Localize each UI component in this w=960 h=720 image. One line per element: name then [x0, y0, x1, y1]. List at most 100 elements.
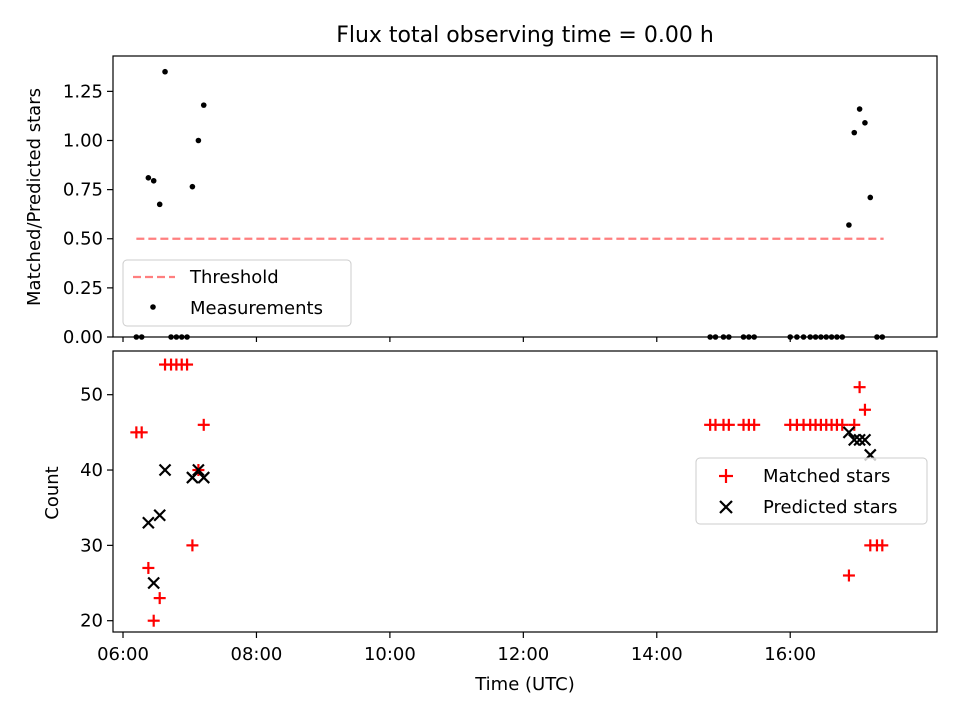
measurement-point	[178, 334, 185, 340]
measurement-point	[720, 334, 727, 340]
measurement-point	[807, 334, 814, 340]
top-y-tick-label: 0.50	[63, 229, 103, 250]
matched-star-point	[748, 418, 761, 431]
matched-star-point	[181, 358, 194, 371]
matched-star-point	[858, 403, 871, 416]
top-y-tick-label: 1.25	[63, 81, 103, 102]
measurement-point	[862, 120, 868, 126]
measurement-point	[162, 68, 168, 75]
measurement-point	[189, 183, 196, 190]
predicted-star-point	[197, 471, 211, 484]
matched-star-point	[147, 614, 160, 627]
x-tick-label: 08:00	[231, 644, 283, 665]
bottom-legend: Matched stars Predicted stars	[695, 457, 928, 525]
matched-star-point	[876, 539, 889, 552]
measurement-point	[746, 334, 752, 340]
measurement-point	[812, 334, 819, 340]
x-tick-label: 06:00	[97, 644, 149, 665]
measurement-point	[828, 334, 835, 340]
legend-matched-swatch	[719, 469, 733, 483]
measurement-point	[184, 334, 190, 340]
measurement-point	[200, 102, 207, 108]
legend-predicted-label: Predicted stars	[763, 497, 897, 518]
matched-star-point	[153, 592, 166, 605]
measurement-point	[851, 129, 858, 136]
bottom-y-tick-label: 40	[80, 460, 103, 481]
measurement-point	[156, 201, 163, 208]
matched-star-point	[836, 418, 849, 431]
top-y-tick-label: 1.00	[63, 130, 103, 151]
measurement-point	[133, 334, 140, 340]
predicted-star-point	[158, 463, 172, 477]
legend-measurements-label: Measurements	[190, 298, 323, 319]
measurement-point	[138, 334, 145, 340]
x-axis-label: Time (UTC)	[474, 674, 575, 695]
bottom-y-tick-label: 20	[80, 611, 103, 632]
top-panel: 0.00 0.25 0.50 0.75 1.00 1.25 Matched/Predict…	[24, 55, 938, 348]
measurement-point	[168, 334, 174, 340]
predicted-star-point	[192, 463, 205, 477]
predicted-star-point	[153, 508, 166, 522]
measurement-point	[173, 334, 180, 340]
measurement-point	[856, 106, 863, 112]
predicted-star-point	[147, 576, 160, 590]
top-y-tick-label: 0.00	[63, 327, 103, 348]
matched-star-point	[722, 418, 735, 431]
bottom-y-axis: 20 30 40 50	[80, 385, 113, 632]
measurement-point	[794, 334, 800, 340]
legend-measurements-swatch	[150, 304, 156, 310]
measurement-point	[818, 334, 824, 340]
legend-threshold-label: Threshold	[189, 267, 279, 288]
top-x-ticks	[122, 337, 791, 342]
measurement-point	[874, 334, 880, 340]
matched-stars-points	[130, 358, 889, 627]
chart-title: Flux total observing time = 0.00 h	[336, 23, 714, 48]
top-y-tick-label: 0.75	[63, 180, 103, 201]
measurement-point	[707, 334, 713, 340]
legend-predicted-swatch	[719, 500, 733, 514]
predicted-star-point	[142, 516, 155, 530]
x-tick-label: 16:00	[764, 644, 816, 665]
measurement-point	[145, 175, 152, 181]
top-y-axis: 0.00 0.25 0.50 0.75 1.00 1.25	[63, 81, 113, 348]
top-y-label: Matched/Predicted stars	[24, 88, 45, 306]
measurement-point	[867, 194, 874, 201]
x-tick-label: 14:00	[631, 644, 683, 665]
measurement-point	[195, 137, 202, 144]
predicted-star-point	[847, 433, 861, 447]
measurement-point	[879, 334, 886, 340]
predicted-star-point	[858, 433, 872, 447]
matched-star-point	[197, 418, 210, 431]
matched-star-point	[142, 561, 155, 574]
top-y-tick-label: 0.25	[63, 278, 103, 299]
matched-star-point	[853, 381, 866, 394]
matched-star-point	[186, 539, 199, 552]
measurement-point	[839, 334, 846, 340]
matched-star-point	[848, 418, 861, 431]
measurement-points	[133, 68, 886, 340]
bottom-legend-box	[695, 457, 928, 525]
measurement-point	[834, 334, 840, 340]
measurement-point	[846, 222, 852, 228]
top-legend: Threshold Measurements	[122, 259, 352, 327]
matched-star-point	[842, 569, 855, 582]
measurement-point	[150, 177, 157, 184]
predicted-star-point	[842, 426, 856, 439]
measurement-point	[800, 334, 807, 340]
measurement-point	[823, 334, 830, 340]
predicted-star-point	[853, 433, 866, 447]
measurement-point	[726, 334, 732, 340]
x-tick-label: 12:00	[497, 644, 549, 665]
bottom-y-tick-label: 50	[80, 385, 103, 406]
bottom-y-tick-label: 30	[80, 535, 103, 556]
top-legend-box	[122, 259, 352, 327]
legend-matched-label: Matched stars	[763, 466, 890, 487]
predicted-stars-points	[142, 426, 877, 590]
measurement-point	[751, 334, 757, 340]
measurement-point	[740, 334, 747, 340]
x-tick-label: 10:00	[364, 644, 416, 665]
measurement-point	[787, 334, 794, 340]
bottom-y-label: Count	[42, 466, 63, 519]
